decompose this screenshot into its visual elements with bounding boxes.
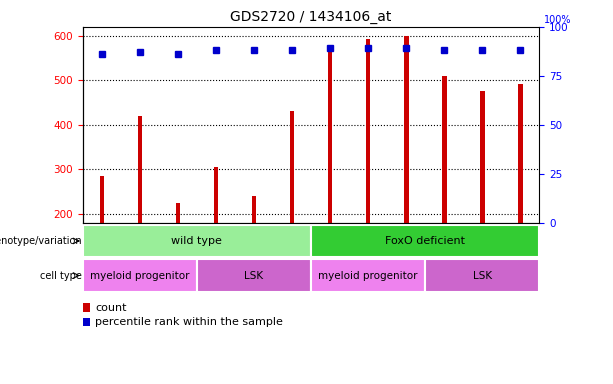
Bar: [83, 225, 311, 257]
Text: wild type: wild type: [172, 236, 223, 246]
Bar: [83, 259, 197, 292]
Bar: [137, 116, 142, 223]
Bar: [311, 259, 425, 292]
Text: count: count: [95, 303, 126, 313]
Text: LSK: LSK: [245, 270, 264, 281]
Bar: [404, 36, 408, 223]
Text: 100%: 100%: [544, 15, 571, 25]
Text: FoxO deficient: FoxO deficient: [385, 236, 465, 246]
Text: LSK: LSK: [473, 270, 492, 281]
Text: percentile rank within the sample: percentile rank within the sample: [95, 317, 283, 327]
Bar: [328, 49, 332, 223]
Bar: [442, 76, 447, 223]
Bar: [99, 176, 104, 223]
Bar: [290, 111, 294, 223]
Title: GDS2720 / 1434106_at: GDS2720 / 1434106_at: [230, 10, 392, 25]
Bar: [197, 259, 311, 292]
Bar: [480, 91, 485, 223]
Bar: [366, 39, 370, 223]
Text: cell type: cell type: [40, 270, 82, 281]
Text: myeloid progenitor: myeloid progenitor: [318, 270, 418, 281]
Text: genotype/variation: genotype/variation: [0, 236, 82, 246]
Bar: [252, 196, 256, 223]
Bar: [311, 225, 539, 257]
Bar: [518, 84, 523, 223]
Text: myeloid progenitor: myeloid progenitor: [90, 270, 189, 281]
Bar: [214, 167, 218, 223]
Bar: [425, 259, 539, 292]
Bar: [175, 203, 180, 223]
